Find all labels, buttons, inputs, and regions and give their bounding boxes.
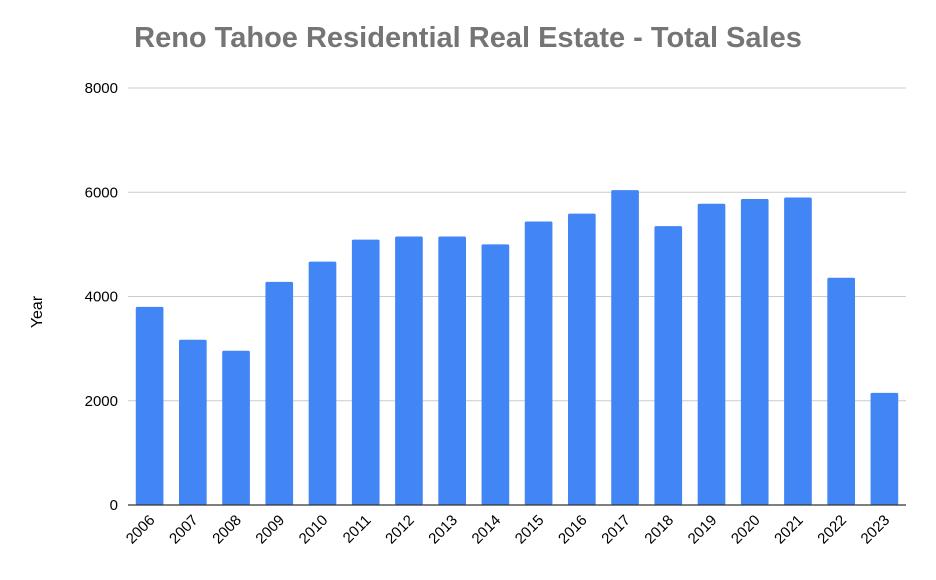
bar — [308, 261, 337, 505]
bar — [481, 244, 510, 505]
bar — [611, 190, 639, 506]
x-tick-label: 2015 — [512, 512, 548, 548]
bar — [438, 236, 466, 505]
x-tick-label: 2008 — [209, 512, 245, 548]
x-tick-label: 2009 — [252, 512, 288, 548]
x-tick-label: 2006 — [123, 512, 159, 548]
bar — [568, 213, 596, 505]
y-tick-labels: 0 2000 4000 6000 8000 — [85, 80, 118, 514]
bar — [222, 350, 250, 505]
y-tick-label: 0 — [110, 497, 118, 514]
x-tick-label: 2010 — [296, 512, 332, 548]
x-tick-label: 2012 — [382, 512, 418, 548]
x-tick-label: 2021 — [771, 512, 807, 548]
x-tick-label: 2016 — [555, 512, 591, 548]
y-tick-label: 4000 — [85, 289, 118, 306]
bar — [827, 277, 855, 505]
x-tick-label: 2020 — [728, 512, 764, 548]
x-tick-label: 2007 — [166, 512, 202, 548]
bar — [179, 339, 207, 505]
bar — [395, 236, 423, 505]
y-tick-label: 6000 — [85, 184, 118, 201]
bar — [351, 239, 380, 505]
x-tick-label: 2013 — [425, 512, 461, 548]
bar — [654, 226, 683, 505]
bar — [524, 221, 553, 505]
bar — [265, 281, 294, 505]
y-tick-label: 8000 — [85, 80, 118, 97]
x-tick-label: 2018 — [641, 512, 677, 548]
chart-title: Reno Tahoe Residential Real Estate - Tot… — [134, 22, 802, 54]
bar — [870, 392, 899, 505]
y-tick-label: 2000 — [85, 393, 118, 410]
x-tick-labels: 2006 2007 2008 2009 2010 2011 2012 2013 2014 2015… — [123, 512, 893, 548]
bar — [135, 306, 164, 505]
x-tick-label: 2022 — [814, 512, 850, 548]
x-tick-label: 2017 — [598, 512, 634, 548]
x-tick-label: 2014 — [469, 512, 505, 548]
bar — [740, 199, 769, 505]
bar — [784, 197, 812, 505]
x-tick-label: 2011 — [340, 512, 375, 547]
gridlines — [128, 87, 906, 402]
x-tick-label: 2019 — [685, 512, 721, 548]
x-tick-label: 2023 — [858, 512, 894, 548]
bars — [135, 190, 899, 506]
bar — [697, 203, 726, 505]
